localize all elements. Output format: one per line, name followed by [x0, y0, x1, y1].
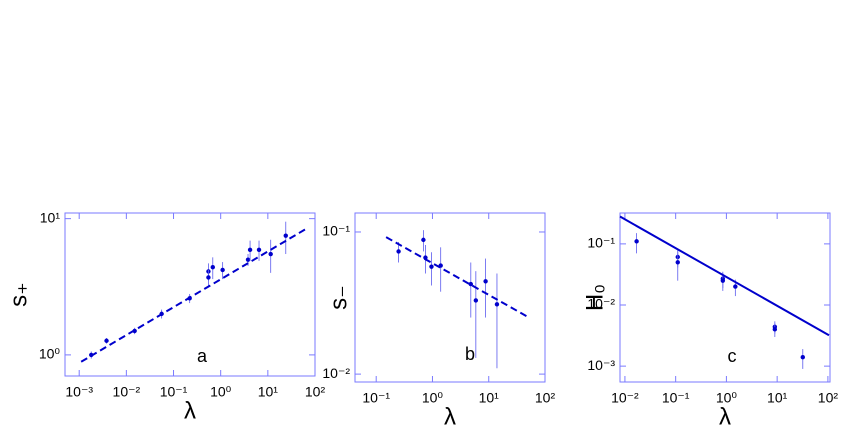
y-tick-label: 10¹ [40, 209, 61, 225]
plot-frame [354, 212, 546, 383]
y-axis-label: s₊ [5, 282, 32, 307]
panel-annotation: a [197, 346, 208, 366]
data-point [772, 327, 778, 332]
x-tick-label: 10² [535, 390, 556, 406]
data-point [429, 264, 434, 269]
data-point [720, 278, 726, 283]
x-tick-label: 10⁻³ [65, 384, 93, 400]
x-axis-label: λ [719, 403, 731, 430]
data-point [675, 260, 680, 265]
data-point [268, 251, 273, 257]
y-axis-label: H₀ [581, 284, 608, 311]
data-point [473, 298, 479, 303]
data-point [247, 247, 253, 253]
data-point [733, 284, 738, 289]
data-point [421, 237, 426, 243]
x-tick-label: 10⁰ [422, 390, 444, 406]
data-point [104, 338, 109, 343]
data-point [396, 249, 401, 254]
plot-frame [619, 212, 831, 383]
fit-line [385, 236, 530, 319]
x-axis-label: λ [184, 397, 196, 424]
x-tick-label: 10⁻¹ [362, 390, 390, 406]
data-point [494, 302, 500, 307]
data-point [245, 257, 251, 262]
panel-annotation: c [728, 346, 737, 366]
y-tick-label: 10⁻¹ [587, 235, 615, 251]
x-tick-label: 10⁻¹ [160, 384, 188, 400]
plot-frame [64, 212, 316, 377]
y-tick-label: 10⁻² [587, 296, 615, 312]
x-tick-label: 10² [305, 384, 326, 400]
data-point [468, 281, 473, 287]
x-tick-label: 10¹ [258, 384, 279, 400]
data-point [800, 354, 805, 360]
y-tick-label: 10⁻³ [587, 357, 615, 373]
data-point [423, 255, 428, 260]
x-tick-label: 10¹ [767, 390, 788, 406]
x-axis-label: λ [444, 403, 456, 430]
x-tick-label: 10¹ [479, 390, 500, 406]
fit-line [619, 215, 830, 337]
x-tick-label: 10⁻² [611, 390, 639, 406]
data-point [256, 247, 262, 253]
y-tick-label: 10⁻² [322, 365, 350, 381]
y-axis-label: s₋ [325, 285, 352, 310]
data-point [206, 275, 211, 280]
y-tick-label: 10⁰ [39, 346, 61, 362]
x-tick-label: 10² [818, 390, 839, 406]
fit-line [80, 227, 308, 363]
x-tick-label: 10⁻¹ [662, 390, 690, 406]
x-tick-label: 10⁰ [210, 384, 232, 400]
data-point [220, 267, 225, 273]
data-point [483, 279, 488, 284]
data-point [210, 265, 215, 270]
data-point [634, 239, 639, 244]
data-point [283, 233, 288, 238]
panel-annotation: b [465, 344, 475, 364]
x-tick-label: 10⁻² [113, 384, 141, 400]
x-tick-label: 10⁰ [716, 390, 738, 406]
y-tick-label: 10⁻¹ [322, 223, 350, 239]
